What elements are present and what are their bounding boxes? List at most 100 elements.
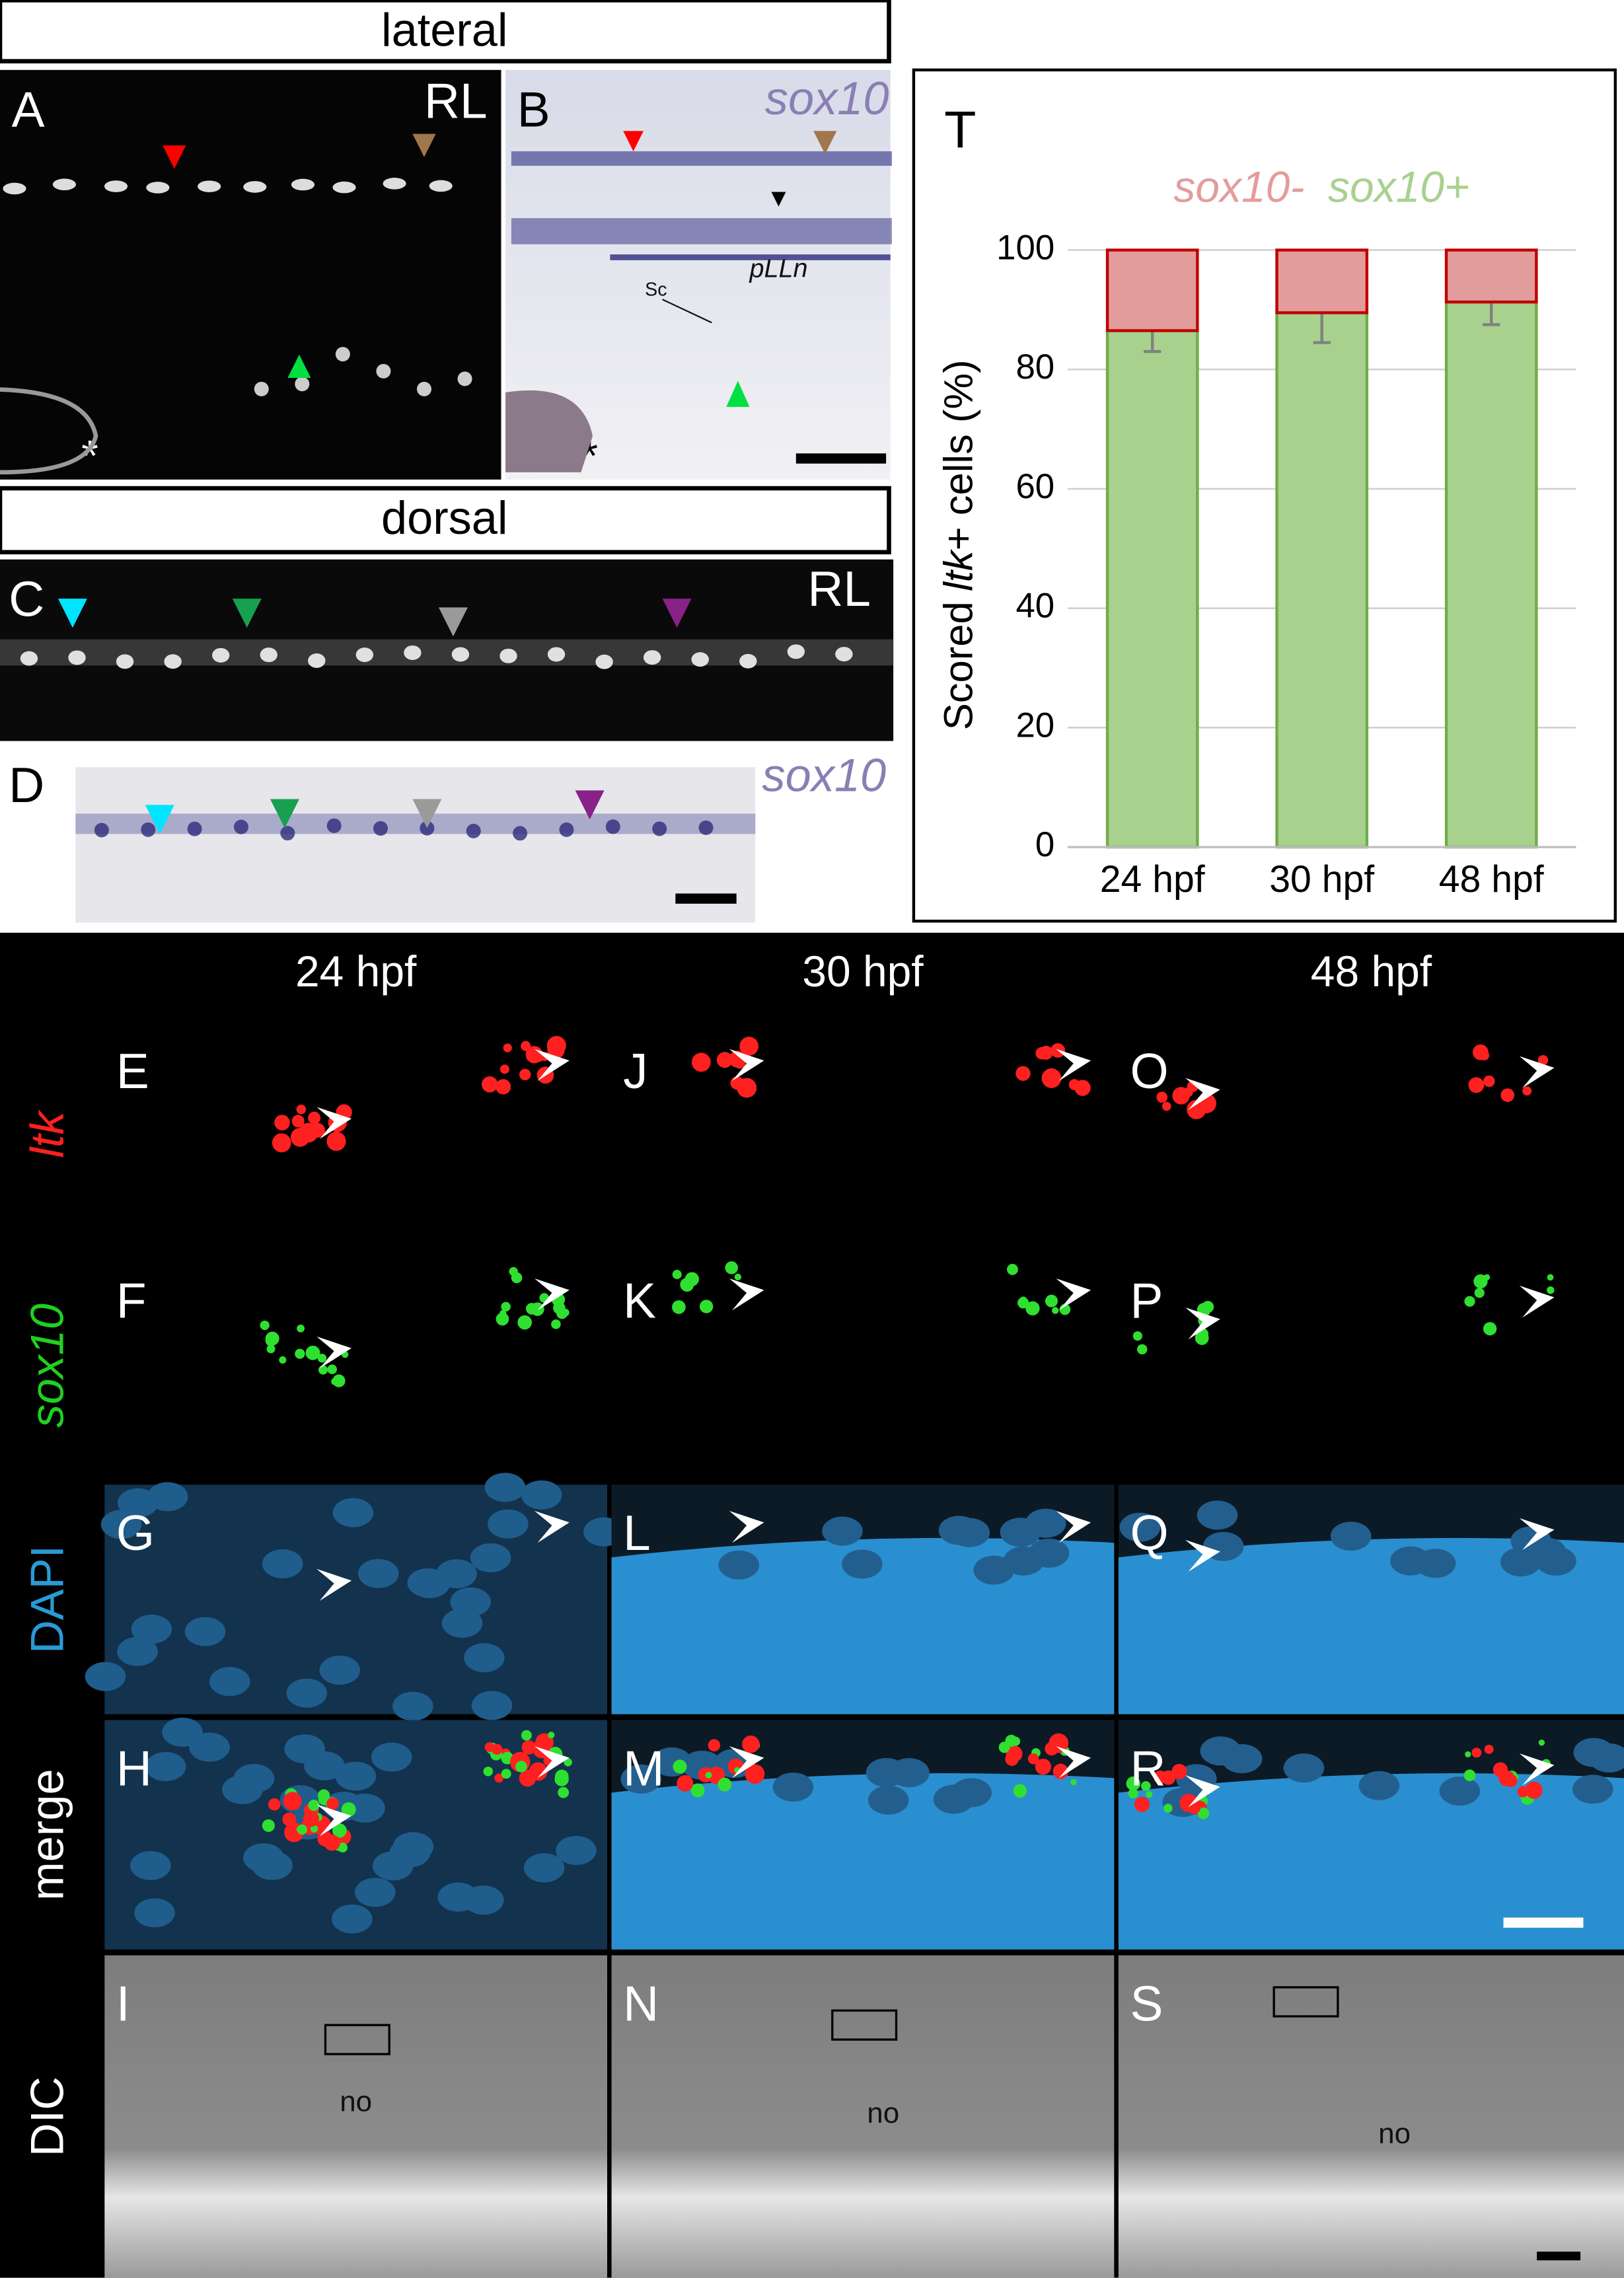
- x-tick-label: 48 hpf: [1439, 858, 1544, 900]
- nucleus: [718, 1550, 760, 1580]
- cell-label: Sc: [645, 279, 667, 301]
- nucleus: [1119, 1512, 1161, 1542]
- nucleus: [332, 1498, 374, 1527]
- nucleus: [1358, 1771, 1400, 1800]
- signal: [1538, 1739, 1545, 1746]
- signal: [1483, 1274, 1491, 1280]
- signal: [1547, 1286, 1555, 1294]
- panel-label: O: [1130, 1043, 1168, 1099]
- nucleus: [822, 1516, 863, 1546]
- signal: [260, 1320, 270, 1331]
- yolk: [505, 390, 593, 472]
- signal: [1013, 1784, 1027, 1798]
- probe-label: sox10: [765, 72, 889, 124]
- nucleus: [1283, 1753, 1325, 1783]
- signal: [1146, 1790, 1153, 1798]
- nucleus: [488, 1509, 529, 1539]
- arrowhead: [729, 1278, 764, 1311]
- signal: [274, 1115, 290, 1130]
- signal: [1134, 1796, 1150, 1812]
- arrowhead: [535, 1510, 570, 1543]
- signal: [1041, 1068, 1062, 1088]
- stain-band: [511, 151, 892, 166]
- signal: [272, 1133, 291, 1153]
- signal: [548, 1042, 565, 1059]
- pointer-line: [662, 299, 712, 324]
- yolk-outline: [0, 387, 98, 475]
- signal: [262, 1819, 275, 1832]
- nucleus: [471, 1691, 513, 1720]
- arrowhead: [729, 1048, 764, 1082]
- panel-label: N: [623, 1975, 659, 2031]
- signal: [672, 1270, 682, 1280]
- cell-spot: [308, 653, 326, 668]
- signal: [521, 1730, 532, 1741]
- signal: [1197, 1807, 1210, 1819]
- scale-bar: [675, 893, 737, 904]
- tissue-label: no: [867, 2097, 899, 2129]
- cell-spot: [499, 648, 517, 663]
- arrowhead: [1519, 1286, 1555, 1318]
- cell-spot: [457, 371, 472, 386]
- signal: [483, 1767, 494, 1777]
- cell-spot: [326, 818, 342, 833]
- tissue-label: no: [340, 2085, 372, 2117]
- cell-spot: [164, 654, 182, 669]
- signal: [551, 1319, 561, 1329]
- cell-spot: [595, 654, 613, 669]
- micrograph: [0, 69, 501, 480]
- signal: [745, 1764, 765, 1784]
- chart-label: T: [944, 100, 976, 159]
- nucleus: [304, 1751, 345, 1781]
- scale-bar: [1537, 2252, 1581, 2261]
- signal: [699, 1300, 714, 1313]
- micrograph: [104, 1955, 608, 2278]
- cell-spot: [104, 180, 128, 192]
- nucleus: [556, 1835, 597, 1865]
- nucleus: [949, 1518, 990, 1547]
- cell-spot: [691, 652, 709, 667]
- nucleus: [389, 1838, 431, 1868]
- signal: [1517, 1786, 1529, 1798]
- arrowhead: [287, 354, 311, 378]
- nucleus: [1535, 1546, 1576, 1576]
- inset-box: [324, 2024, 390, 2055]
- signal: [1025, 1301, 1040, 1316]
- signal: [494, 1773, 503, 1783]
- legend-entry: sox10-: [1173, 163, 1304, 211]
- nucleus: [1439, 1776, 1481, 1806]
- arrowhead: [316, 1568, 352, 1601]
- signal: [556, 1307, 568, 1319]
- signal: [318, 1789, 330, 1802]
- signal: [677, 1775, 694, 1792]
- signal: [290, 1128, 310, 1147]
- probe-label: sox10: [762, 749, 886, 801]
- nucleus: [1572, 1775, 1613, 1804]
- signal: [1171, 1763, 1187, 1779]
- signal: [673, 1759, 687, 1774]
- signal: [295, 1348, 305, 1359]
- panel-label: C: [9, 571, 44, 626]
- nucleus: [842, 1549, 883, 1579]
- signal: [265, 1331, 279, 1346]
- arrowhead: [1519, 1518, 1555, 1551]
- signal: [326, 1131, 346, 1152]
- cell-spot: [547, 647, 566, 662]
- nucleus: [354, 1878, 396, 1907]
- signal: [501, 1302, 511, 1312]
- signal: [705, 1771, 712, 1779]
- signal: [739, 1037, 759, 1056]
- panel-label: A: [12, 82, 45, 137]
- bar-segment: [1275, 248, 1369, 314]
- signal: [1027, 1753, 1039, 1765]
- bar-segment: [1444, 248, 1538, 304]
- arrowhead: [412, 133, 436, 157]
- nucleus: [933, 1784, 975, 1814]
- signal: [1471, 1747, 1482, 1758]
- nucleus: [184, 1617, 226, 1646]
- nucleus: [145, 1751, 186, 1781]
- arrowhead: [575, 790, 605, 820]
- signal: [310, 1825, 318, 1833]
- signal: [1547, 1274, 1554, 1281]
- section-box: [0, 486, 891, 555]
